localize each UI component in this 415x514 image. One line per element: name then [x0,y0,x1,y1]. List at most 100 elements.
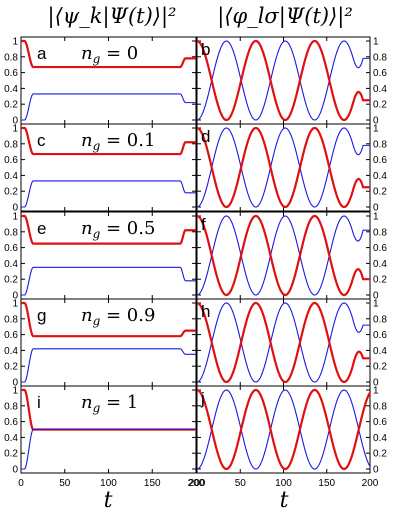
ytick-label: 0.2 [4,187,18,198]
right-frame-0 [196,36,371,125]
ytick-label: 0.6 [373,68,387,79]
series-line-red-e [20,214,197,245]
ng-value: = 0.5 [100,218,155,239]
ng-subscript: g [93,314,101,328]
series-line-red-b [196,39,370,122]
left-axes-0: 0 0.2 0.4 0.6 0.8 1 a ng = 0 [4,36,197,127]
ytick-label: 0.2 [4,449,18,460]
ytick-label: 0 [12,291,18,302]
ytick-label: 0.8 [373,52,387,63]
right-frame-4 [196,385,371,474]
ytick-label: 0.6 [373,330,387,341]
ytick-label: 1 [373,37,379,48]
panel-letter-c: c [37,131,46,150]
ytick-label: 0 [12,203,18,214]
series-line-blue-h [196,302,370,383]
ng-subscript: g [93,227,101,241]
panel-letter-e: e [37,219,46,238]
ytick-label: 0.2 [4,275,18,286]
panel-letter-b: b [201,40,210,59]
right-axes-3: 0 0.2 0.4 0.6 0.8 1 h [196,298,387,389]
ytick-label: 0.6 [4,330,18,341]
panel-letter-j: j [200,389,205,408]
ytick-label: 0.6 [4,243,18,254]
ytick-label: 1 [373,386,379,397]
ytick-label: 1 [12,37,18,48]
ng-label-i: ng = 1 [81,392,138,415]
ytick-label: 0.8 [4,139,18,150]
ng-symbol: n [81,305,93,326]
ytick-label: 0.4 [373,259,387,270]
ytick-label: 1 [12,299,18,310]
panels-group: 00.20.40.60.81a ng = 000.20.40.60.81c ng =… [4,36,387,476]
ytick-label: 0.8 [4,401,18,412]
xtick-label-left: 200 [188,478,205,489]
ytick-label: 0.2 [373,449,387,460]
ng-subscript: g [93,139,101,153]
ng-subscript: g [93,401,101,415]
ng-subscript: g [93,52,101,66]
series-line-red-c [20,126,197,156]
xtick-label-left: 100 [100,478,117,489]
ytick-label: 0.4 [373,346,387,357]
panel-letter-g: g [37,306,46,325]
ytick-label: 0.2 [373,187,387,198]
ng-symbol: n [81,218,93,239]
ng-label-c: ng = 0.1 [81,130,155,153]
ng-label-e: ng = 0.5 [81,218,155,241]
right-axes-1: 0 0.2 0.4 0.6 0.8 1 d [196,123,387,214]
ytick-label: 0.2 [4,362,18,373]
ytick-label: 1 [373,124,379,135]
ytick-label: 0 [373,203,379,214]
ytick-label: 0 [373,116,379,127]
series-line-red-j [196,388,371,471]
ytick-label: 0.4 [4,259,18,270]
xtick-label-right: 200 [362,478,379,489]
ytick-label: 0 [12,378,18,389]
ytick-label: 0 [373,378,379,389]
x-axis-label-left: t [104,488,113,513]
ytick-label: 0.8 [373,314,387,325]
ytick-label: 1 [12,124,18,135]
series-line-blue-i [20,428,197,470]
right-frame-1 [196,123,371,212]
series-line-blue-j [196,389,371,470]
ytick-label: 0.8 [373,227,387,238]
ng-symbol: n [81,130,93,151]
ytick-label: 1 [373,299,379,310]
right-frame-3 [196,298,371,387]
x-axis-label-right: t [280,488,289,513]
xtick-label-left: 150 [144,478,161,489]
ytick-label: 0.4 [373,171,387,182]
ytick-label: 0.6 [4,68,18,79]
ytick-label: 0.4 [4,84,18,95]
ytick-label: 0.6 [373,155,387,166]
ytick-label: 0.4 [4,433,18,444]
series-line-blue-c [20,180,197,208]
series-line-red-f [196,214,370,297]
left-axes-1: 0 0.2 0.4 0.6 0.8 1 c ng = 0.1 [4,123,197,214]
ytick-label: 0.2 [4,100,18,111]
ytick-label: 0.8 [4,314,18,325]
series-line-blue-e [20,266,197,296]
ytick-label: 0 [373,291,379,302]
xtick-label-right: 100 [275,478,292,489]
right-axes-0: 0 0.2 0.4 0.6 0.8 1 b [196,36,387,127]
ytick-label: 0.4 [373,84,387,95]
ytick-label: 0.2 [373,362,387,373]
series-line-blue-d [196,127,370,208]
series-line-red-g [20,301,197,338]
ng-value: = 0 [100,43,138,64]
ytick-label: 0 [373,465,379,476]
series-line-blue-g [20,348,197,383]
xtick-label-left: 0 [18,478,24,489]
xtick-label-right: 150 [318,478,335,489]
column-titles: |⟨ψ_k|Ψ(t)⟩|² |⟨φ_lσ|Ψ(t)⟩|² [48,4,353,29]
series-line-blue-b [196,40,370,121]
ng-symbol: n [81,392,93,413]
series-line-blue-f [196,215,370,296]
ytick-label: 0.6 [373,417,387,428]
panel-letter-a: a [37,44,47,63]
ng-label-a: ng = 0 [81,43,138,66]
